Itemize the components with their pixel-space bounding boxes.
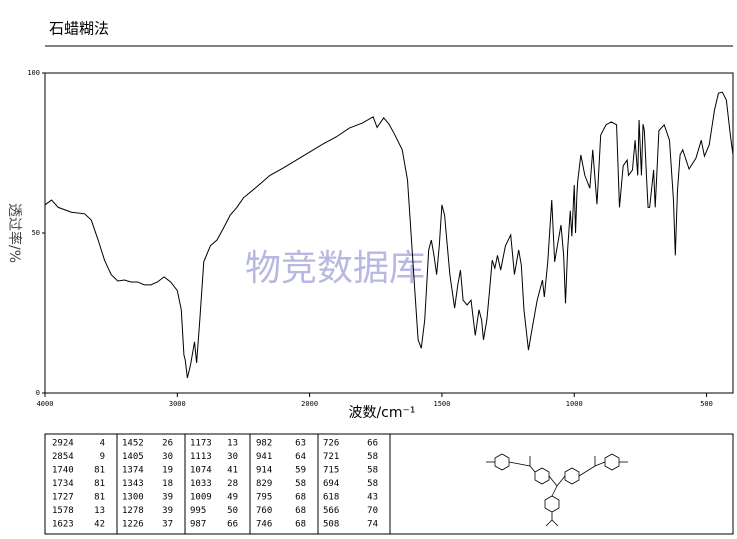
peak-transmittance: 13: [227, 439, 238, 449]
plot-frame: [44, 72, 734, 394]
x-tick-label: 2000: [301, 400, 318, 408]
peak-wavenumber: 1740: [52, 466, 74, 476]
table-dividers: [116, 434, 391, 534]
peak-transmittance: 74: [367, 520, 378, 530]
peak-wavenumber: 1623: [52, 520, 74, 530]
y-axis-label: 透过率/%: [6, 203, 23, 263]
peak-transmittance: 50: [227, 506, 238, 516]
peak-wavenumber: 1578: [52, 506, 74, 516]
peak-wavenumber: 1009: [190, 493, 212, 503]
peak-table-frame: [44, 433, 734, 535]
peak-wavenumber: 1727: [52, 493, 74, 503]
peak-wavenumber: 987: [190, 520, 206, 530]
peak-transmittance: 70: [367, 506, 378, 516]
peak-wavenumber: 1226: [122, 520, 144, 530]
spectrum-line: [44, 91, 734, 379]
peak-wavenumber: 1173: [190, 439, 212, 449]
peak-transmittance: 63: [295, 439, 306, 449]
peak-wavenumber: 795: [256, 493, 272, 503]
peak-transmittance: 81: [94, 479, 105, 489]
peak-wavenumber: 618: [323, 493, 339, 503]
peak-transmittance: 41: [227, 466, 238, 476]
peak-wavenumber: 941: [256, 452, 272, 462]
peak-wavenumber: 995: [190, 506, 206, 516]
peak-transmittance: 81: [94, 493, 105, 503]
peak-wavenumber: 746: [256, 520, 272, 530]
peak-wavenumber: 1074: [190, 466, 212, 476]
peak-wavenumber: 829: [256, 479, 272, 489]
molecule-structure: [486, 453, 628, 527]
peak-wavenumber: 1033: [190, 479, 212, 489]
y-tick-label: 100: [27, 69, 40, 77]
peak-transmittance: 58: [367, 452, 378, 462]
peak-transmittance: 30: [162, 452, 173, 462]
x-tick-label: 3000: [169, 400, 186, 408]
peak-transmittance: 28: [227, 479, 238, 489]
peak-transmittance: 66: [227, 520, 238, 530]
peak-wavenumber: 914: [256, 466, 272, 476]
peak-wavenumber: 2854: [52, 452, 74, 462]
peak-transmittance: 59: [295, 466, 306, 476]
peak-wavenumber: 1113: [190, 452, 212, 462]
x-tick-label: 1500: [433, 400, 450, 408]
peak-transmittance: 13: [94, 506, 105, 516]
peak-wavenumber: 1374: [122, 466, 144, 476]
chart-title: 石蜡糊法: [49, 20, 109, 38]
y-tick-label: 50: [32, 229, 40, 237]
y-tick-label: 0: [36, 389, 40, 397]
peak-transmittance: 42: [94, 520, 105, 530]
peak-transmittance: 30: [227, 452, 238, 462]
peak-transmittance: 58: [367, 479, 378, 489]
peak-wavenumber: 566: [323, 506, 339, 516]
peak-wavenumber: 1405: [122, 452, 144, 462]
peak-wavenumber: 721: [323, 452, 339, 462]
peak-wavenumber: 1734: [52, 479, 74, 489]
peak-transmittance: 64: [295, 452, 306, 462]
peak-wavenumber: 1300: [122, 493, 144, 503]
x-tick-label: 1000: [566, 400, 583, 408]
peak-transmittance: 68: [295, 520, 306, 530]
peak-wavenumber: 715: [323, 466, 339, 476]
peak-wavenumber: 1452: [122, 439, 144, 449]
peak-transmittance: 66: [367, 439, 378, 449]
x-tick-label: 4000: [37, 400, 54, 408]
peak-transmittance: 9: [100, 452, 105, 462]
peak-transmittance: 39: [162, 506, 173, 516]
peak-transmittance: 81: [94, 466, 105, 476]
peak-wavenumber: 694: [323, 479, 339, 489]
peak-transmittance: 58: [295, 479, 306, 489]
peak-wavenumber: 1343: [122, 479, 144, 489]
peak-transmittance: 4: [100, 439, 105, 449]
peak-wavenumber: 982: [256, 439, 272, 449]
peak-transmittance: 49: [227, 493, 238, 503]
peak-transmittance: 43: [367, 493, 378, 503]
peak-transmittance: 39: [162, 493, 173, 503]
watermark: 物竞数据库: [245, 248, 425, 289]
peak-transmittance: 37: [162, 520, 173, 530]
peak-transmittance: 19: [162, 466, 173, 476]
peak-transmittance: 68: [295, 506, 306, 516]
peak-transmittance: 68: [295, 493, 306, 503]
peak-transmittance: 26: [162, 439, 173, 449]
peak-transmittance: 18: [162, 479, 173, 489]
x-tick-label: 500: [700, 400, 713, 408]
peak-wavenumber: 2924: [52, 439, 74, 449]
peak-transmittance: 58: [367, 466, 378, 476]
peak-wavenumber: 760: [256, 506, 272, 516]
peak-wavenumber: 1278: [122, 506, 144, 516]
peak-wavenumber: 508: [323, 520, 339, 530]
x-axis-label: 波数/cm⁻¹: [348, 405, 415, 421]
peak-wavenumber: 726: [323, 439, 339, 449]
